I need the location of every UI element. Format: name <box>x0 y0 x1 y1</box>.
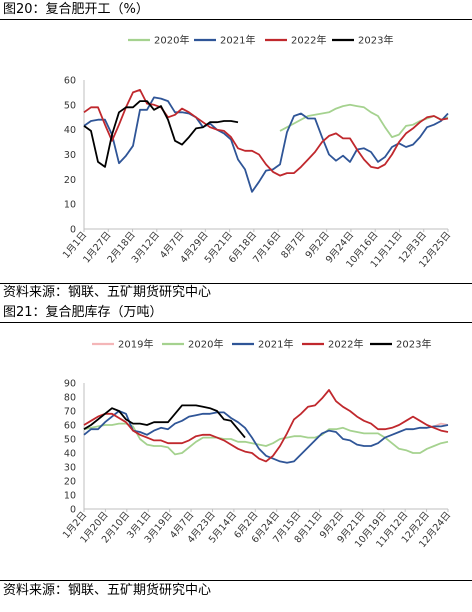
series-line <box>83 89 449 177</box>
y-tick-label: 10 <box>64 200 76 211</box>
legend-label: 2020年 <box>188 338 223 351</box>
x-tick-label: 8月7日 <box>279 230 307 261</box>
legend-item: 2021年 <box>194 34 255 47</box>
y-tick-label: 30 <box>64 463 76 474</box>
legend-item: 2022年 <box>302 338 363 351</box>
series-line <box>83 100 239 168</box>
chart1-svg: 2020年 2021年 2022年 2023年01020304050601月1日1月2… <box>61 34 453 271</box>
series-line <box>83 410 449 464</box>
chart1-source: 资料来源：钢联、五矿期货研究中心 <box>3 285 212 300</box>
legend-item: 2023年 <box>370 338 431 351</box>
y-tick-label: 70 <box>64 407 76 418</box>
y-tick-label: 60 <box>64 421 76 432</box>
y-tick-label: 60 <box>64 76 76 87</box>
legend-label: 2022年 <box>291 34 326 47</box>
legend-label: 2022年 <box>328 338 363 351</box>
y-tick-label: 40 <box>64 449 76 460</box>
legend-label: 2019年 <box>118 338 153 351</box>
legend-item: 2020年 <box>128 34 189 47</box>
y-tick-label: 80 <box>64 393 76 404</box>
series-line <box>433 422 449 428</box>
series-line <box>279 103 449 138</box>
y-tick-label: 50 <box>64 100 76 111</box>
legend-label: 2023年 <box>358 34 393 47</box>
legend-item: 2021年 <box>232 338 293 351</box>
chart2-title: 图21：复合肥库存（万吨） <box>0 303 472 323</box>
series-line <box>83 96 449 193</box>
series-line <box>83 422 449 456</box>
legend-item: 2019年 <box>92 338 153 351</box>
y-tick-label: 10 <box>64 491 76 502</box>
series-line <box>83 404 246 439</box>
y-tick-label: 20 <box>64 477 76 488</box>
y-tick-label: 30 <box>64 150 76 161</box>
y-tick-label: 90 <box>64 379 76 390</box>
chart2-source: 资料来源：钢联、五矿期货研究中心 <box>3 583 212 598</box>
legend-item: 2020年 <box>162 338 223 351</box>
legend-label: 2021年 <box>220 34 255 47</box>
y-tick-label: 50 <box>64 435 76 446</box>
legend-label: 2020年 <box>154 34 189 47</box>
chart1-bottom-rule <box>0 283 472 284</box>
y-tick-label: 0 <box>70 225 76 236</box>
series-line <box>83 389 449 463</box>
y-tick-label: 0 <box>70 505 76 516</box>
legend-label: 2023年 <box>396 338 431 351</box>
legend-item: 2022年 <box>265 34 326 47</box>
y-tick-label: 40 <box>64 125 76 136</box>
chart2-bottom-rule <box>0 580 472 581</box>
chart1-title: 图20：复合肥开工（%） <box>0 0 472 20</box>
legend-item: 2023年 <box>332 34 393 47</box>
chart2-svg: 2019年 2020年 2021年 2022年 2023年 0 10 20 30 40 50 60 70… <box>61 338 453 551</box>
legend-label: 2021年 <box>258 338 293 351</box>
y-tick-label: 20 <box>64 175 76 186</box>
